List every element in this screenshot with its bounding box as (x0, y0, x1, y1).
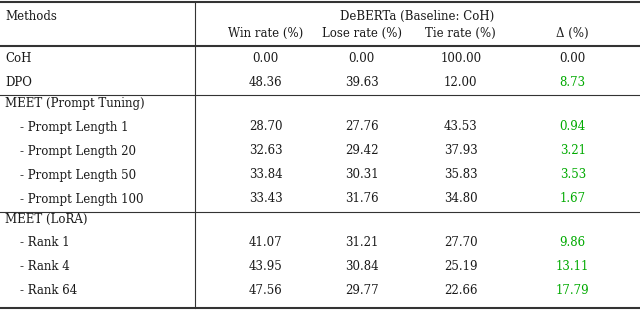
Text: 35.83: 35.83 (444, 169, 477, 182)
Text: 48.36: 48.36 (249, 77, 282, 90)
Text: Lose rate (%): Lose rate (%) (321, 26, 402, 39)
Text: 0.00: 0.00 (559, 53, 586, 66)
Text: - Prompt Length 1: - Prompt Length 1 (5, 120, 129, 133)
Text: - Prompt Length 100: - Prompt Length 100 (5, 193, 143, 206)
Text: 12.00: 12.00 (444, 77, 477, 90)
Text: 27.70: 27.70 (444, 236, 477, 249)
Text: 1.67: 1.67 (560, 193, 586, 206)
Text: 13.11: 13.11 (556, 261, 589, 273)
Text: 43.53: 43.53 (444, 120, 477, 133)
Text: Win rate (%): Win rate (%) (228, 26, 303, 39)
Text: Tie rate (%): Tie rate (%) (426, 26, 496, 39)
Text: DPO: DPO (5, 77, 32, 90)
Text: 0.94: 0.94 (559, 120, 586, 133)
Text: - Prompt Length 20: - Prompt Length 20 (5, 145, 136, 157)
Text: 30.84: 30.84 (345, 261, 378, 273)
Text: 25.19: 25.19 (444, 261, 477, 273)
Text: MEET (LoRA): MEET (LoRA) (5, 212, 88, 225)
Text: 17.79: 17.79 (556, 285, 589, 298)
Text: Methods: Methods (5, 10, 57, 22)
Text: - Prompt Length 50: - Prompt Length 50 (5, 169, 136, 182)
Text: 28.70: 28.70 (249, 120, 282, 133)
Text: 43.95: 43.95 (249, 261, 282, 273)
Text: 31.76: 31.76 (345, 193, 378, 206)
Text: 31.21: 31.21 (345, 236, 378, 249)
Text: 3.21: 3.21 (560, 145, 586, 157)
Text: 100.00: 100.00 (440, 53, 481, 66)
Text: 0.00: 0.00 (348, 53, 375, 66)
Text: DeBERTa (Baseline: CoH): DeBERTa (Baseline: CoH) (340, 10, 495, 22)
Text: 32.63: 32.63 (249, 145, 282, 157)
Text: 3.53: 3.53 (559, 169, 586, 182)
Text: - Rank 4: - Rank 4 (5, 261, 70, 273)
Text: 37.93: 37.93 (444, 145, 477, 157)
Text: 33.84: 33.84 (249, 169, 282, 182)
Text: - Rank 1: - Rank 1 (5, 236, 70, 249)
Text: 34.80: 34.80 (444, 193, 477, 206)
Text: Δ (%): Δ (%) (557, 26, 589, 39)
Text: CoH: CoH (5, 53, 31, 66)
Text: 29.77: 29.77 (345, 285, 378, 298)
Text: 41.07: 41.07 (249, 236, 282, 249)
Text: 47.56: 47.56 (249, 285, 282, 298)
Text: 8.73: 8.73 (560, 77, 586, 90)
Text: 29.42: 29.42 (345, 145, 378, 157)
Text: 9.86: 9.86 (560, 236, 586, 249)
Text: 30.31: 30.31 (345, 169, 378, 182)
Text: 33.43: 33.43 (249, 193, 282, 206)
Text: 22.66: 22.66 (444, 285, 477, 298)
Text: 0.00: 0.00 (252, 53, 279, 66)
Text: MEET (Prompt Tuning): MEET (Prompt Tuning) (5, 96, 145, 109)
Text: 27.76: 27.76 (345, 120, 378, 133)
Text: - Rank 64: - Rank 64 (5, 285, 77, 298)
Text: 39.63: 39.63 (345, 77, 378, 90)
